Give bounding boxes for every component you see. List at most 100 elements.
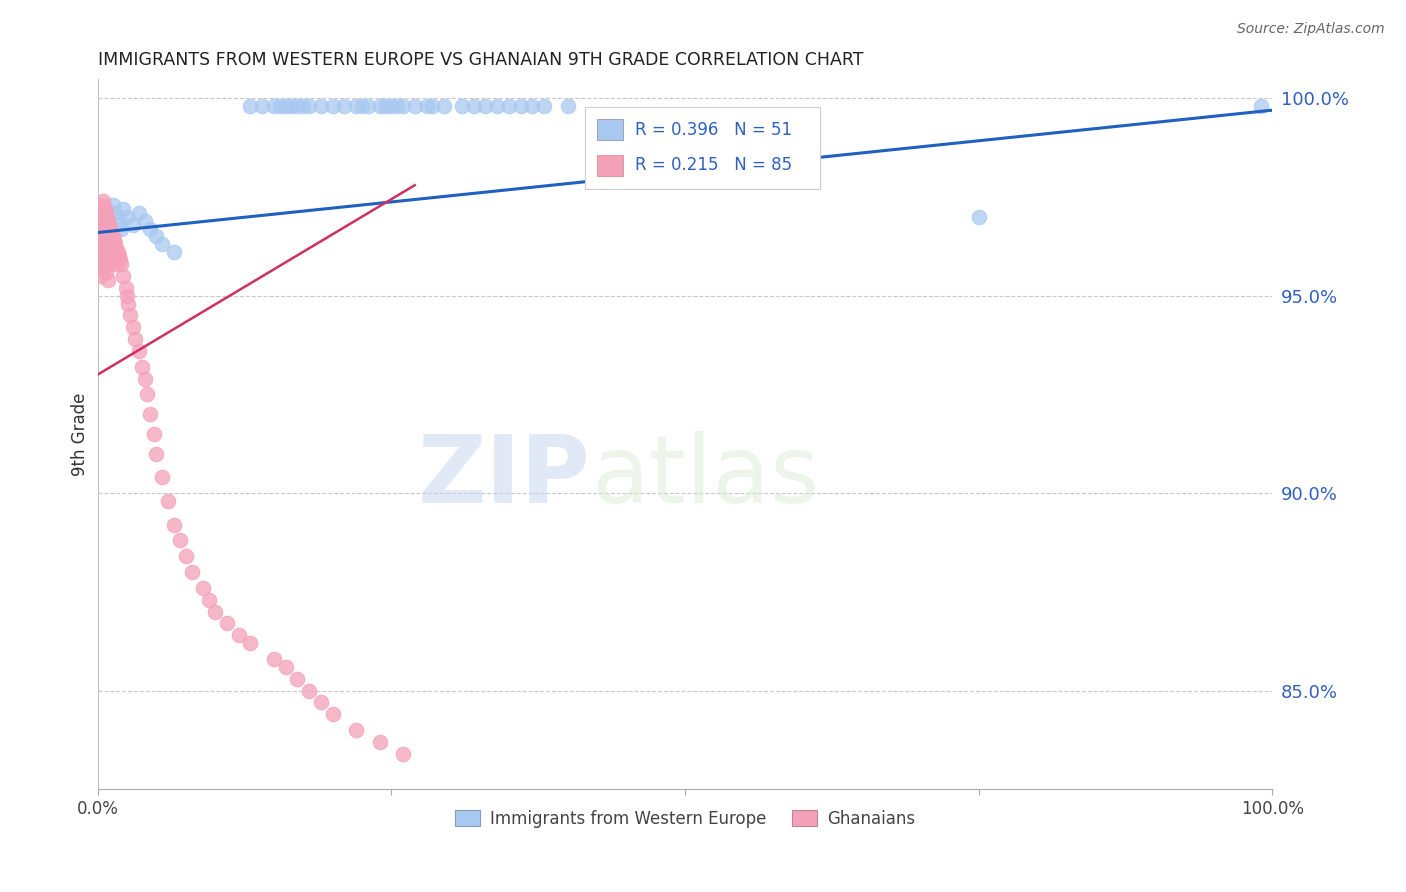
Point: [309, 99, 332, 113]
Point: [239, 636, 262, 650]
Point: [91, 218, 114, 232]
Point: [380, 99, 402, 113]
Point: [450, 99, 472, 113]
Point: [98, 257, 121, 271]
Point: [93, 226, 115, 240]
Point: [105, 241, 128, 255]
Point: [139, 407, 162, 421]
Point: [121, 320, 143, 334]
Point: [368, 735, 391, 749]
Point: [96, 210, 118, 224]
Point: [107, 245, 129, 260]
Point: [433, 99, 456, 113]
Point: [344, 99, 367, 113]
Point: [90, 202, 112, 216]
Point: [131, 359, 153, 374]
Point: [263, 99, 285, 113]
Point: [180, 565, 202, 579]
Point: [110, 257, 132, 271]
Y-axis label: 9th Grade: 9th Grade: [72, 392, 89, 475]
Point: [98, 237, 121, 252]
Point: [163, 245, 186, 260]
Point: [322, 99, 344, 113]
Point: [98, 218, 121, 232]
Point: [215, 616, 238, 631]
Point: [298, 99, 321, 113]
Point: [115, 289, 138, 303]
Point: [93, 257, 115, 271]
Bar: [598, 119, 623, 140]
Point: [121, 218, 143, 232]
Point: [107, 213, 129, 227]
Point: [522, 99, 544, 113]
Point: [120, 309, 142, 323]
Point: [96, 210, 118, 224]
Point: [91, 237, 114, 252]
Point: [89, 237, 111, 252]
Point: [385, 99, 408, 113]
Point: [967, 210, 990, 224]
Point: [93, 202, 115, 216]
Text: Source: ZipAtlas.com: Source: ZipAtlas.com: [1237, 22, 1385, 37]
Point: [124, 332, 146, 346]
Point: [91, 198, 114, 212]
Point: [98, 218, 121, 232]
Point: [90, 221, 112, 235]
Point: [107, 249, 129, 263]
Point: [309, 695, 332, 709]
Point: [322, 707, 344, 722]
Point: [274, 660, 297, 674]
Point: [274, 99, 297, 113]
Point: [103, 234, 125, 248]
FancyBboxPatch shape: [585, 107, 820, 189]
Point: [97, 234, 120, 248]
Point: [108, 253, 131, 268]
Point: [100, 241, 122, 255]
Point: [150, 237, 173, 252]
Point: [94, 245, 117, 260]
Point: [143, 426, 166, 441]
Point: [93, 237, 115, 252]
Point: [90, 249, 112, 263]
Point: [557, 99, 579, 113]
Point: [89, 257, 111, 271]
Point: [100, 221, 122, 235]
Point: [280, 99, 302, 113]
Point: [193, 581, 215, 595]
Point: [392, 747, 415, 761]
Point: [110, 221, 132, 235]
Point: [101, 229, 124, 244]
Point: [100, 245, 122, 260]
Point: [163, 517, 186, 532]
Point: [298, 683, 321, 698]
Point: [263, 652, 285, 666]
Point: [392, 99, 415, 113]
Point: [463, 99, 485, 113]
Point: [90, 268, 112, 283]
Point: [344, 723, 367, 737]
Point: [533, 99, 555, 113]
Point: [97, 273, 120, 287]
Point: [94, 206, 117, 220]
Point: [357, 99, 380, 113]
Point: [404, 99, 426, 113]
Point: [422, 99, 444, 113]
Point: [93, 194, 115, 208]
Text: R = 0.396   N = 51: R = 0.396 N = 51: [634, 120, 792, 139]
Point: [135, 387, 157, 401]
Point: [250, 99, 273, 113]
Legend: Immigrants from Western Europe, Ghanaians: Immigrants from Western Europe, Ghanaian…: [449, 803, 921, 834]
Point: [93, 221, 115, 235]
Point: [285, 672, 308, 686]
Point: [93, 261, 115, 276]
Point: [104, 237, 127, 252]
Point: [114, 281, 136, 295]
Point: [87, 210, 110, 224]
Point: [91, 257, 114, 271]
Point: [415, 99, 437, 113]
Point: [374, 99, 396, 113]
Point: [145, 229, 167, 244]
Text: atlas: atlas: [591, 431, 820, 523]
Point: [94, 265, 117, 279]
Point: [204, 605, 226, 619]
